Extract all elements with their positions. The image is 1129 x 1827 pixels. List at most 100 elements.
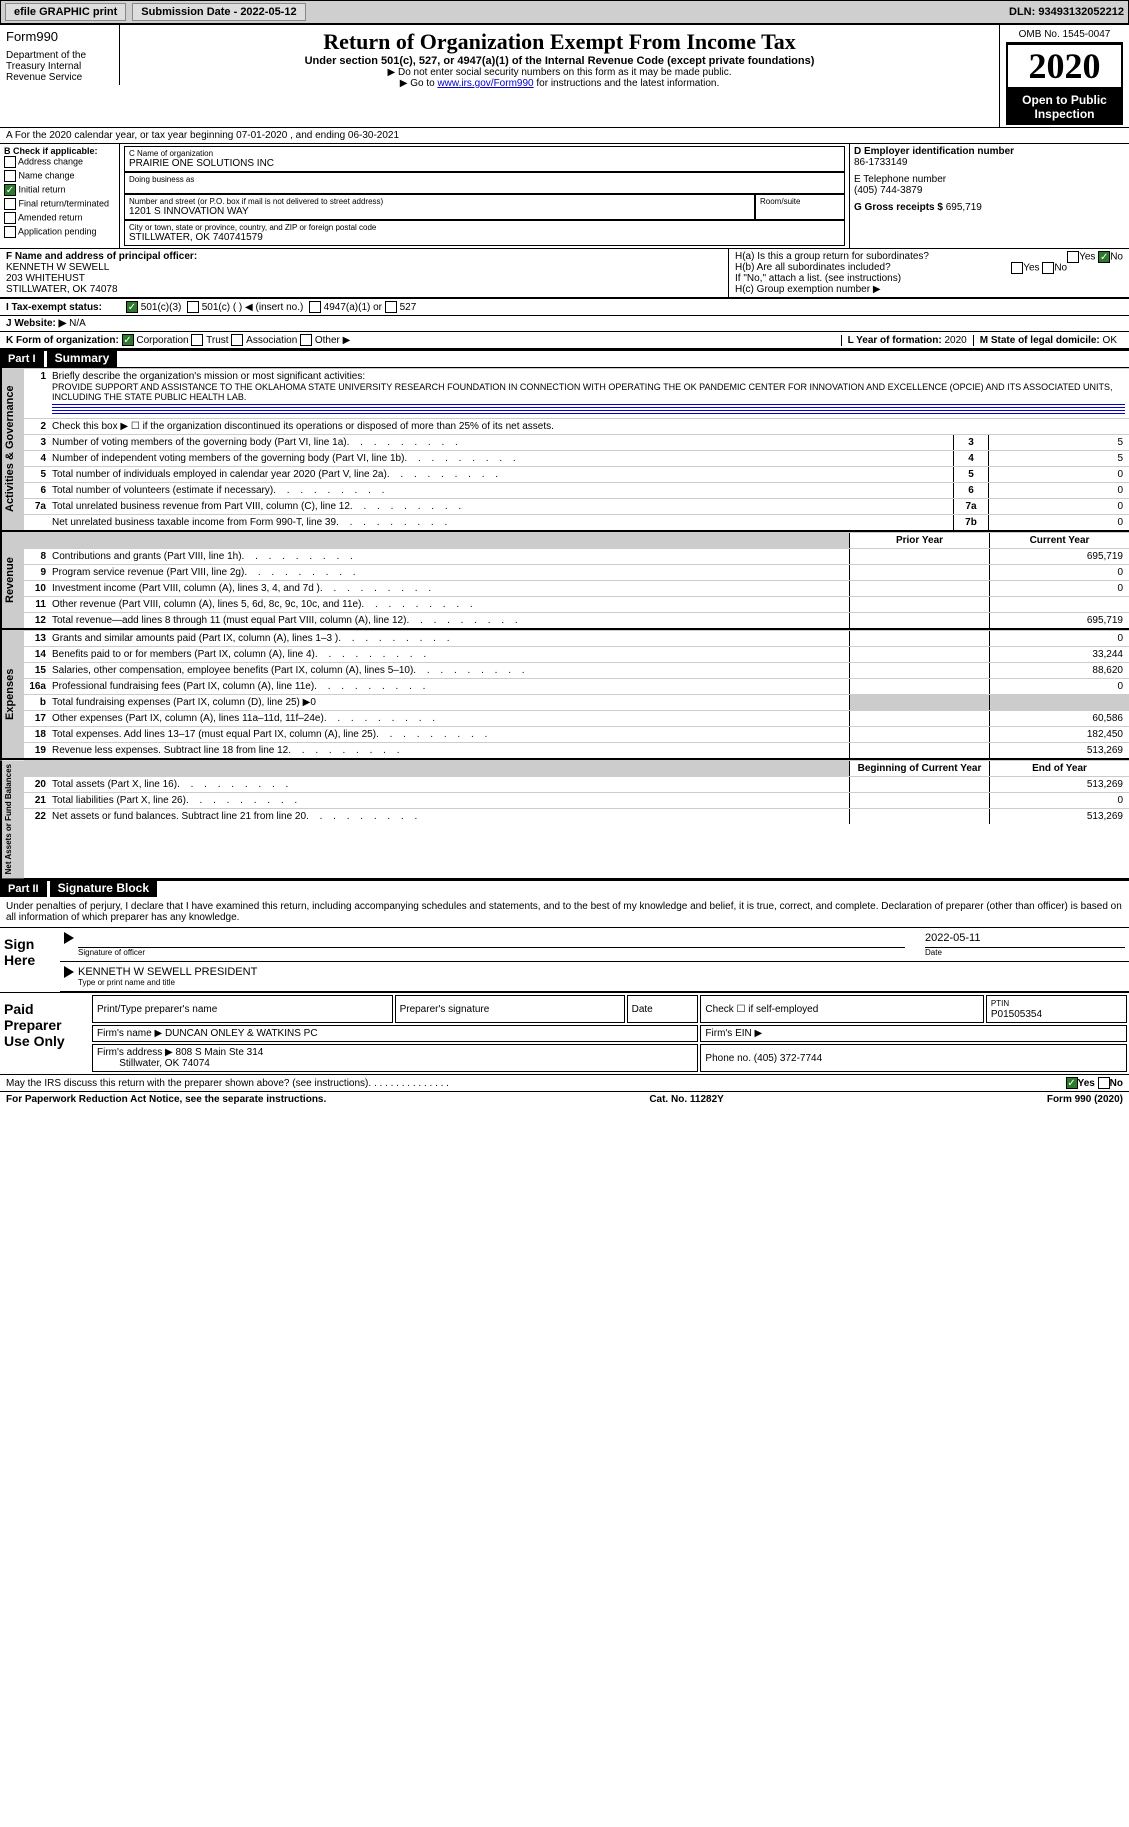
- city-cell: City or town, state or province, country…: [124, 220, 845, 246]
- note-no-ssn: ▶ Do not enter social security numbers o…: [124, 67, 995, 78]
- prep-sig-label: Preparer's signature: [395, 995, 625, 1023]
- sign-here-label: Sign Here: [0, 928, 60, 992]
- checkbox-icon[interactable]: [4, 156, 16, 168]
- address-label: Number and street (or P.O. box if mail i…: [129, 197, 750, 206]
- box-b-option[interactable]: ✓ Initial return: [4, 184, 115, 196]
- part-ii-title: Signature Block: [50, 879, 157, 897]
- sign-here-row: Sign Here Signature of officer 2022-05-1…: [0, 927, 1129, 992]
- year-box: OMB No. 1545-0047 2020 Open to Public In…: [999, 25, 1129, 127]
- title-block: Return of Organization Exempt From Incom…: [120, 25, 999, 93]
- phone-value-e: (405) 744-3879: [854, 185, 1125, 196]
- row-line-num: 6: [953, 483, 989, 498]
- summary-row: 4 Number of independent voting members o…: [24, 450, 1129, 466]
- row-current: 88,620: [989, 663, 1129, 678]
- part-i-header: Part I Summary: [0, 350, 1129, 367]
- irs-link[interactable]: www.irs.gov/Form990: [437, 78, 533, 89]
- submission-date-button[interactable]: Submission Date - 2022-05-12: [132, 3, 305, 21]
- form-number: 990: [36, 29, 58, 44]
- row-prior: [849, 663, 989, 678]
- row-line-num: 7a: [953, 499, 989, 514]
- discuss-yes-checkbox[interactable]: ✓: [1066, 1077, 1078, 1089]
- box-b-option[interactable]: Application pending: [4, 226, 115, 238]
- k-trust-checkbox[interactable]: [191, 334, 203, 346]
- i-527-checkbox[interactable]: [385, 301, 397, 313]
- summary-exp: Expenses 13 Grants and similar amounts p…: [0, 628, 1129, 758]
- hb-yes-checkbox[interactable]: [1011, 262, 1023, 274]
- summary-row: 20 Total assets (Part X, line 16) 513,26…: [24, 776, 1129, 792]
- row-text: Contributions and grants (Part VIII, lin…: [48, 549, 849, 564]
- summary-row: 12 Total revenue—add lines 8 through 11 …: [24, 612, 1129, 628]
- summary-row: 15 Salaries, other compensation, employe…: [24, 662, 1129, 678]
- row-klm: K Form of organization: ✓ Corporation Tr…: [0, 331, 1129, 350]
- k-corp-checkbox[interactable]: ✓: [122, 334, 134, 346]
- row-value: 5: [989, 435, 1129, 450]
- summary-row: 22 Net assets or fund balances. Subtract…: [24, 808, 1129, 824]
- ha-yes-checkbox[interactable]: [1067, 251, 1079, 263]
- box-b-option[interactable]: Amended return: [4, 212, 115, 224]
- checkbox-icon[interactable]: [4, 226, 16, 238]
- m-field: M State of legal domicile: OK: [973, 335, 1123, 346]
- row-i: I Tax-exempt status: ✓ 501(c)(3) 501(c) …: [0, 298, 1129, 315]
- box-deg: D Employer identification number 86-1733…: [849, 144, 1129, 248]
- row-current: 0: [989, 581, 1129, 596]
- paid-preparer-table: Print/Type preparer's name Preparer's si…: [90, 993, 1129, 1074]
- ha-no-checkbox[interactable]: ✓: [1098, 251, 1110, 263]
- j-label: J Website: ▶: [6, 318, 66, 329]
- summary-row: 9 Program service revenue (Part VIII, li…: [24, 564, 1129, 580]
- row-text: Total fundraising expenses (Part IX, col…: [48, 695, 849, 710]
- row-current: 0: [989, 631, 1129, 646]
- hb-no-checkbox[interactable]: [1042, 262, 1054, 274]
- box-b-option[interactable]: Name change: [4, 170, 115, 182]
- checkbox-icon[interactable]: [4, 212, 16, 224]
- row-line-num: 3: [953, 435, 989, 450]
- row-current: 33,244: [989, 647, 1129, 662]
- checkbox-icon[interactable]: [4, 170, 16, 182]
- row-prior: [849, 549, 989, 564]
- officer-name-title: KENNETH W SEWELL PRESIDENT: [78, 966, 1125, 978]
- firm-addr-cell: Firm's address ▶ 808 S Main Ste 314 Stil…: [92, 1044, 698, 1072]
- name-label: Type or print name and title: [78, 978, 1125, 987]
- officer-addr2: STILLWATER, OK 74078: [6, 284, 722, 295]
- row-prior: [849, 743, 989, 758]
- row-text: Total assets (Part X, line 16): [48, 777, 849, 792]
- box-b-option[interactable]: Address change: [4, 156, 115, 168]
- footer-mid: Cat. No. 11282Y: [649, 1094, 723, 1105]
- row-prior: [849, 809, 989, 824]
- net-body: Beginning of Current Year End of Year 20…: [24, 760, 1129, 878]
- efile-graphic-button[interactable]: efile GRAPHIC print: [5, 3, 126, 21]
- row-current: 695,719: [989, 613, 1129, 628]
- dept-treasury: Department of the Treasury Internal Reve…: [0, 48, 120, 85]
- row-text: Investment income (Part VIII, column (A)…: [48, 581, 849, 596]
- part-i-title: Summary: [47, 349, 118, 367]
- k-assoc-checkbox[interactable]: [231, 334, 243, 346]
- top-bar: efile GRAPHIC print Submission Date - 20…: [0, 0, 1129, 24]
- ein-label: D Employer identification number: [854, 146, 1125, 157]
- box-b: B Check if applicable: Address change Na…: [0, 144, 120, 248]
- row-text: Total number of volunteers (estimate if …: [48, 483, 953, 498]
- sig-name-line: KENNETH W SEWELL PRESIDENT Type or print…: [60, 962, 1129, 992]
- part-ii-label: Part II: [0, 881, 47, 897]
- row-text: Net assets or fund balances. Subtract li…: [48, 809, 849, 824]
- checkbox-icon[interactable]: ✓: [4, 184, 16, 196]
- k-other-checkbox[interactable]: [300, 334, 312, 346]
- row-current: 513,269: [989, 777, 1129, 792]
- org-name-label: C Name of organization: [129, 149, 840, 158]
- firm-phone-cell: Phone no. (405) 372-7744: [700, 1044, 1127, 1072]
- i-501c-checkbox[interactable]: [187, 301, 199, 313]
- room-suite-cell: Room/suite: [755, 194, 845, 220]
- row-prior: [849, 727, 989, 742]
- sig-officer-label: Signature of officer: [78, 948, 905, 957]
- i-501c3-checkbox[interactable]: ✓: [126, 301, 138, 313]
- sig-officer-line: Signature of officer 2022-05-11 Date: [60, 928, 1129, 962]
- checkbox-icon[interactable]: [4, 198, 16, 210]
- paid-fields: Print/Type preparer's name Preparer's si…: [90, 993, 1129, 1074]
- row-text: Grants and similar amounts paid (Part IX…: [48, 631, 849, 646]
- row-value: 0: [989, 499, 1129, 514]
- summary-row: 18 Total expenses. Add lines 13–17 (must…: [24, 726, 1129, 742]
- i-4947-checkbox[interactable]: [309, 301, 321, 313]
- box-b-option[interactable]: Final return/terminated: [4, 198, 115, 210]
- discuss-no-checkbox[interactable]: [1098, 1077, 1110, 1089]
- row-text: Total revenue—add lines 8 through 11 (mu…: [48, 613, 849, 628]
- summary-row: b Total fundraising expenses (Part IX, c…: [24, 694, 1129, 710]
- dln-label: DLN: 93493132052212: [1009, 6, 1124, 18]
